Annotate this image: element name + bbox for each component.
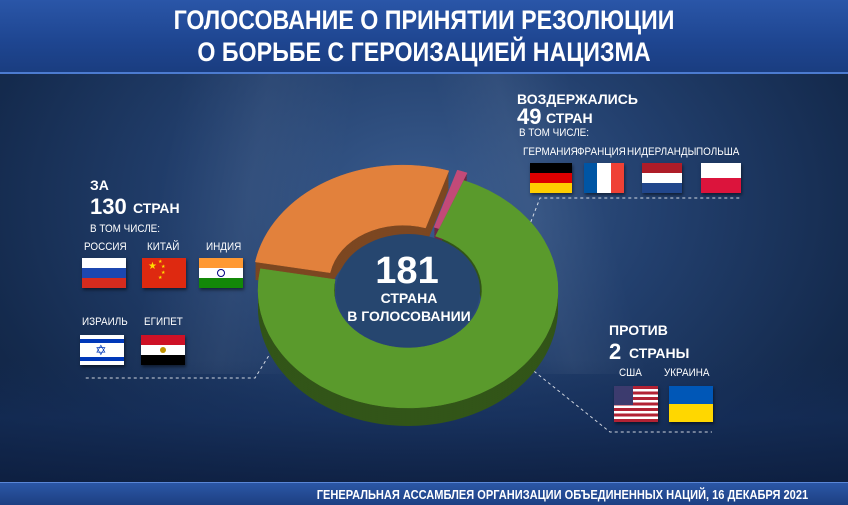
- leader-line-abstain: [519, 197, 740, 251]
- abstain-label: ВОЗДЕРЖАЛИСЬ: [517, 91, 638, 107]
- russia-flag-icon: [82, 258, 126, 288]
- against-label: ПРОТИВ: [609, 322, 668, 338]
- israel-flag-icon: ✡: [80, 335, 124, 365]
- footer-source: ГЕНЕРАЛЬНАЯ АССАМБЛЕЯ ОРГАНИЗАЦИИ ОБЪЕДИ…: [316, 487, 808, 502]
- china-flag-icon: ★ ★ ★ ★ ★: [142, 258, 186, 288]
- country-name-germany: ГЕРМАНИЯ: [523, 146, 578, 158]
- for-count: 130: [90, 194, 127, 219]
- country-name-poland: ПОЛЬША: [696, 146, 740, 158]
- country-name-israel: ИЗРАИЛЬ: [82, 316, 128, 328]
- country-name-india: ИНДИЯ: [206, 241, 242, 253]
- center-total-number: 181: [375, 250, 438, 292]
- against-count: 2: [609, 339, 622, 364]
- abstain-unit: СТРАН: [546, 110, 593, 126]
- netherlands-flag-icon: [642, 163, 682, 193]
- against-unit: СТРАНЫ: [629, 345, 690, 361]
- france-flag-icon: [584, 163, 624, 193]
- leader-line-for: [85, 304, 301, 379]
- usa-flag-icon: [614, 386, 658, 422]
- center-label-line-1: СТРАНА: [381, 290, 438, 306]
- germany-flag-icon: [530, 163, 572, 193]
- title-line-1: ГОЛОСОВАНИЕ О ПРИНЯТИИ РЕЗОЛЮЦИИ: [173, 5, 675, 35]
- country-name-russia: РОССИЯ: [84, 241, 127, 253]
- slice-for: [257, 180, 559, 409]
- country-name-china: КИТАЙ: [147, 241, 180, 253]
- donut-hole: [336, 234, 480, 346]
- ukraine-flag-icon: [669, 386, 713, 422]
- for-label: ЗА: [90, 177, 109, 193]
- title-banner: ГОЛОСОВАНИЕ О ПРИНЯТИИ РЕЗОЛЮЦИИ О БОРЬБ…: [0, 0, 848, 74]
- for-including: В ТОМ ЧИСЛЕ:: [90, 223, 161, 235]
- for-unit: СТРАН: [133, 200, 180, 216]
- country-name-usa: США: [619, 367, 642, 379]
- title-line-2: О БОРЬБЕ С ГЕРОИЗАЦИЕЙ НАЦИЗМА: [197, 37, 651, 67]
- slice-against: [433, 169, 468, 229]
- india-flag-icon: [199, 258, 243, 288]
- leader-line-against: [519, 359, 712, 433]
- abstain-count: 49: [517, 104, 542, 129]
- country-name-egypt: ЕГИПЕТ: [144, 316, 183, 328]
- abstain-including: В ТОМ ЧИСЛЕ:: [519, 127, 590, 139]
- country-name-france: ФРАНЦИЯ: [577, 146, 626, 158]
- center-label-line-2: В ГОЛОСОВАНИИ: [347, 308, 470, 324]
- country-name-ukraine: УКРАИНА: [664, 367, 710, 379]
- poland-flag-icon: [701, 163, 741, 193]
- country-name-netherlands: НИДЕРЛАНДЫ: [627, 146, 697, 158]
- slice-abstain: [255, 164, 450, 273]
- egypt-flag-icon: [141, 335, 185, 365]
- footer-banner: ГЕНЕРАЛЬНАЯ АССАМБЛЕЯ ОРГАНИЗАЦИИ ОБЪЕДИ…: [0, 482, 848, 505]
